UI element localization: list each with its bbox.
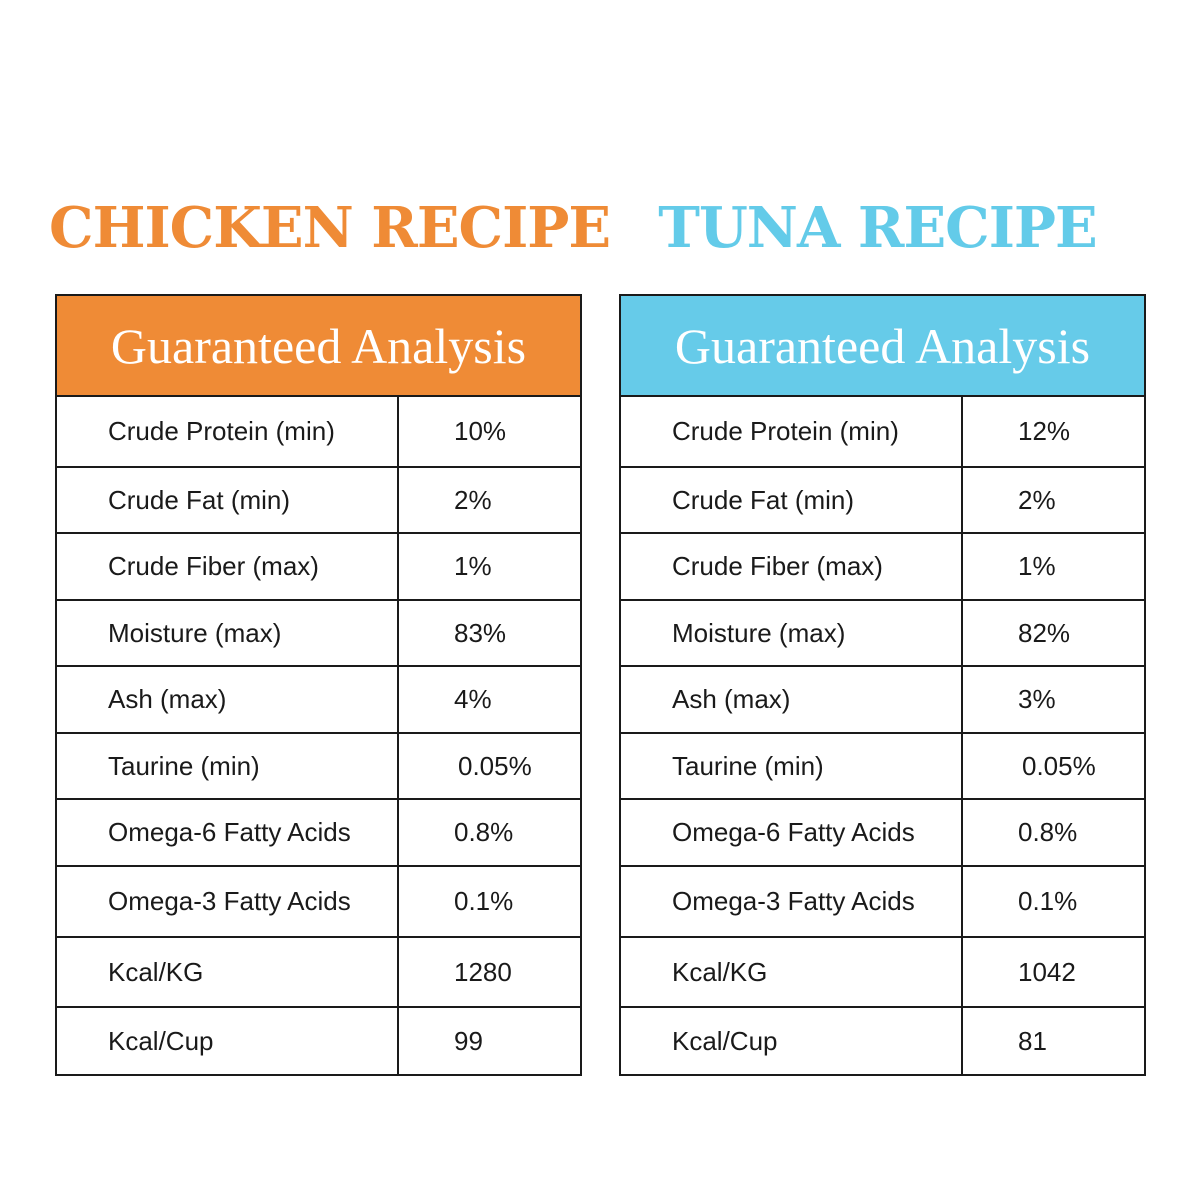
nutrient-label: Kcal/KG xyxy=(57,938,399,1006)
nutrient-label: Crude Protein (min) xyxy=(57,397,399,466)
table-row: Ash (max) 3% xyxy=(621,667,1144,734)
nutrient-value: 82% xyxy=(1018,617,1071,648)
table-row: Omega-3 Fatty Acids 0.1% xyxy=(621,867,1144,938)
nutrient-value: 0.1% xyxy=(1018,886,1078,916)
table-row: Kcal/KG 1280 xyxy=(57,938,580,1008)
nutrient-value: 1% xyxy=(454,551,492,581)
nutrient-value: 3% xyxy=(1018,684,1056,714)
nutrient-label: Kcal/KG xyxy=(621,938,963,1006)
nutrient-value: 0.05% xyxy=(1022,750,1096,781)
nutrient-value: 12% xyxy=(1018,416,1071,446)
nutrient-value: 2% xyxy=(1018,484,1056,515)
table-row: Crude Fat (min) 2% xyxy=(57,468,580,534)
nutrient-label: Omega-6 Fatty Acids xyxy=(621,800,963,865)
table-row: Kcal/Cup 99 xyxy=(57,1008,580,1075)
nutrient-label: Crude Fiber (max) xyxy=(621,534,963,599)
tuna-recipe-title: TUNA RECIPE xyxy=(658,195,1097,261)
table-row: Moisture (max) 83% xyxy=(57,601,580,667)
nutrient-value: 0.8% xyxy=(1018,817,1078,847)
nutrient-label: Moisture (max) xyxy=(621,601,963,665)
nutrient-value: 0.05% xyxy=(458,750,532,781)
nutrient-value: 2% xyxy=(454,484,492,515)
nutrient-label: Crude Fat (min) xyxy=(57,468,399,532)
table-row: Crude Fiber (max) 1% xyxy=(621,534,1144,601)
tuna-guaranteed-analysis-table: Guaranteed Analysis Crude Protein (min) … xyxy=(619,294,1146,1076)
table-row: Crude Protein (min) 12% xyxy=(621,397,1144,468)
table-row: Crude Fat (min) 2% xyxy=(621,468,1144,534)
chicken-recipe-title: CHICKEN RECIPE xyxy=(49,195,611,261)
nutrient-value: 99 xyxy=(454,1026,483,1056)
table-row: Taurine (min) 0.05% xyxy=(621,734,1144,800)
table-row: Omega-6 Fatty Acids 0.8% xyxy=(621,800,1144,867)
nutrient-label: Taurine (min) xyxy=(57,734,399,798)
table-row: Omega-6 Fatty Acids 0.8% xyxy=(57,800,580,867)
nutrient-label: Moisture (max) xyxy=(57,601,399,665)
nutrient-value: 0.8% xyxy=(454,817,514,847)
nutrient-label: Crude Fat (min) xyxy=(621,468,963,532)
table-row: Taurine (min) 0.05% xyxy=(57,734,580,800)
nutrient-label: Omega-3 Fatty Acids xyxy=(621,867,963,936)
nutrient-value: 10% xyxy=(454,416,507,446)
table-row: Ash (max) 4% xyxy=(57,667,580,734)
nutrient-label: Kcal/Cup xyxy=(57,1008,399,1075)
nutrient-label: Ash (max) xyxy=(621,667,963,732)
table-row: Omega-3 Fatty Acids 0.1% xyxy=(57,867,580,938)
nutrient-label: Ash (max) xyxy=(57,667,399,732)
table-row: Crude Fiber (max) 1% xyxy=(57,534,580,601)
table-row: Crude Protein (min) 10% xyxy=(57,397,580,468)
nutrient-value: 0.1% xyxy=(454,886,514,916)
nutrient-label: Taurine (min) xyxy=(621,734,963,798)
table-row: Kcal/Cup 81 xyxy=(621,1008,1144,1075)
chicken-guaranteed-analysis-table: Guaranteed Analysis Crude Protein (min) … xyxy=(55,294,582,1076)
nutrient-label: Omega-6 Fatty Acids xyxy=(57,800,399,865)
nutrient-value: 1280 xyxy=(454,956,512,987)
nutrient-label: Crude Protein (min) xyxy=(621,397,963,466)
nutrient-value: 4% xyxy=(454,684,492,714)
nutrient-value: 1042 xyxy=(1018,956,1076,987)
nutrient-value: 1% xyxy=(1018,551,1056,581)
nutrient-value: 81 xyxy=(1018,1026,1047,1056)
nutrient-value: 83% xyxy=(454,617,507,648)
table-row: Kcal/KG 1042 xyxy=(621,938,1144,1008)
tuna-table-header: Guaranteed Analysis xyxy=(621,296,1144,397)
chicken-table-header: Guaranteed Analysis xyxy=(57,296,580,397)
nutrient-label: Kcal/Cup xyxy=(621,1008,963,1075)
nutrient-label: Crude Fiber (max) xyxy=(57,534,399,599)
nutrient-label: Omega-3 Fatty Acids xyxy=(57,867,399,936)
table-row: Moisture (max) 82% xyxy=(621,601,1144,667)
